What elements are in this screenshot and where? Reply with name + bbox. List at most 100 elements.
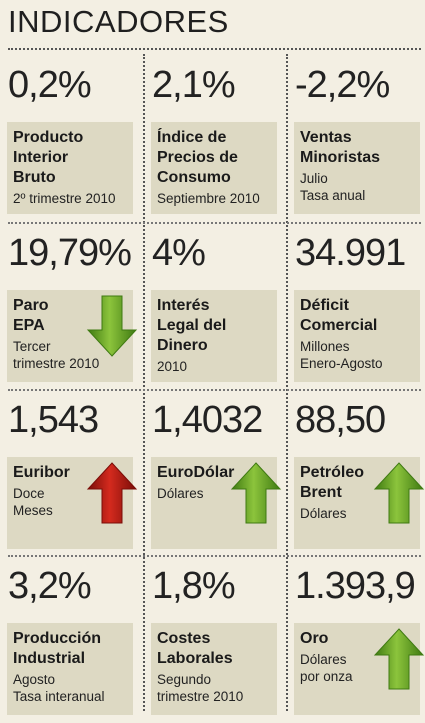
indicator-value: 1,4032 bbox=[152, 399, 263, 441]
indicator-subtitle: Agosto Tasa interanual bbox=[13, 671, 133, 705]
indicator-subtitle: Doce Meses bbox=[13, 485, 133, 519]
arrow-up-icon bbox=[230, 461, 282, 525]
indicator-card: 1,543 Euribor Doce Meses bbox=[2, 391, 142, 557]
arrow-up-icon bbox=[86, 461, 138, 525]
indicator-value: 4% bbox=[152, 232, 206, 274]
indicator-name-line: Legal del bbox=[157, 317, 227, 334]
indicator-name-line: Índice de bbox=[157, 129, 227, 146]
row-divider bbox=[8, 555, 421, 557]
indicator-subtitle-line: Tasa anual bbox=[300, 188, 366, 203]
indicator-subtitle-line: trimestre 2010 bbox=[157, 689, 244, 704]
indicator-value: 34.991 bbox=[295, 232, 406, 274]
page-title: INDICADORES bbox=[8, 4, 229, 39]
indicator-name: Ventas Minoristas bbox=[300, 128, 420, 168]
indicator-name-line: Euribor bbox=[13, 464, 70, 481]
indicator-name: Producto Interior Bruto bbox=[13, 128, 133, 188]
indicator-label-box: Índice de Precios de Consumo Septiembre 201… bbox=[151, 122, 277, 214]
indicator-subtitle-line: Millones bbox=[300, 339, 350, 354]
indicator-subtitle-line: Septiembre 2010 bbox=[157, 191, 260, 206]
indicator-name-line: Industrial bbox=[13, 650, 86, 667]
indicator-value: 3,2% bbox=[8, 565, 92, 607]
indicator-subtitle: 2010 bbox=[157, 358, 277, 375]
indicator-value: 1,8% bbox=[152, 565, 236, 607]
indicator-name-line: Paro bbox=[13, 297, 49, 314]
row-divider bbox=[8, 222, 421, 224]
indicator-name-line: Interior bbox=[13, 149, 69, 166]
indicator-value: 0,2% bbox=[8, 64, 92, 106]
indicator-name-line: Comercial bbox=[300, 317, 378, 334]
indicator-value: -2,2% bbox=[295, 64, 390, 106]
column-divider bbox=[286, 54, 288, 711]
indicator-card: 4% Interés Legal del Dinero 2010 bbox=[146, 224, 286, 390]
indicator-card: -2,2% Ventas Minoristas Julio Tasa anual bbox=[289, 56, 425, 222]
indicator-name: Déficit Comercial bbox=[300, 296, 420, 336]
indicator-card: 2,1% Índice de Precios de Consumo Septiembre… bbox=[146, 56, 286, 222]
indicator-card: 1,8% Costes Laborales Segundo trimestre 2010 bbox=[146, 557, 286, 723]
indicator-card: 3,2% Producción Industrial Agosto Tasa inter… bbox=[2, 557, 142, 723]
indicator-subtitle: Dólares bbox=[300, 505, 420, 522]
indicator-subtitle-line: Enero-Agosto bbox=[300, 356, 383, 371]
indicator-subtitle-line: Tercer bbox=[13, 339, 51, 354]
indicator-name: Euribor bbox=[13, 463, 133, 483]
indicator-subtitle: Septiembre 2010 bbox=[157, 190, 277, 207]
indicator-subtitle: Julio Tasa anual bbox=[300, 170, 420, 204]
indicator-name-line: Dinero bbox=[157, 337, 208, 354]
indicator-subtitle-line: 2010 bbox=[157, 359, 188, 374]
indicator-name-line: Interés bbox=[157, 297, 210, 314]
indicator-subtitle-line: Dólares bbox=[157, 486, 204, 501]
indicator-card: 1.393,9 Oro Dólares por onza bbox=[289, 557, 425, 723]
indicator-subtitle: Tercer trimestre 2010 bbox=[13, 338, 133, 372]
indicator-label-box: Interés Legal del Dinero 2010 bbox=[151, 290, 277, 382]
indicator-value: 88,50 bbox=[295, 399, 386, 441]
indicator-value: 2,1% bbox=[152, 64, 236, 106]
indicator-subtitle-line: Tasa interanual bbox=[13, 689, 105, 704]
indicator-label-box: Producción Industrial Agosto Tasa interanua… bbox=[7, 623, 133, 715]
indicator-subtitle-line: Agosto bbox=[13, 672, 56, 687]
indicator-subtitle-line: trimestre 2010 bbox=[13, 356, 100, 371]
indicator-name-line: Producto bbox=[13, 129, 84, 146]
indicator-subtitle: Dólares bbox=[157, 485, 277, 502]
indicator-value: 1,543 bbox=[8, 399, 99, 441]
indicator-value: 1.393,9 bbox=[295, 565, 416, 607]
indicator-name: Paro EPA bbox=[13, 296, 133, 336]
indicator-name: Índice de Precios de Consumo bbox=[157, 128, 277, 188]
indicator-subtitle-line: Dólares bbox=[300, 652, 347, 667]
indicator-label-box: Costes Laborales Segundo trimestre 2010 bbox=[151, 623, 277, 715]
column-divider bbox=[143, 54, 145, 711]
indicator-card: 34.991 Déficit Comercial Millones Enero-Agos… bbox=[289, 224, 425, 390]
indicator-name-line: Consumo bbox=[157, 169, 231, 186]
indicator-name: Petróleo Brent bbox=[300, 463, 420, 503]
indicator-name-line: Ventas bbox=[300, 129, 352, 146]
indicator-subtitle-line: 2º trimestre 2010 bbox=[13, 191, 116, 206]
indicator-name: Costes Laborales bbox=[157, 629, 277, 669]
indicator-name-line: Precios de bbox=[157, 149, 238, 166]
indicator-name: EuroDólar bbox=[157, 463, 277, 483]
indicator-subtitle: Millones Enero-Agosto bbox=[300, 338, 420, 372]
row-divider bbox=[8, 389, 421, 391]
indicator-subtitle-line: Dólares bbox=[300, 506, 347, 521]
indicator-name-line: EPA bbox=[13, 317, 45, 334]
indicator-subtitle: Segundo trimestre 2010 bbox=[157, 671, 277, 705]
indicator-label-box: Ventas Minoristas Julio Tasa anual bbox=[294, 122, 420, 214]
indicator-name-line: Minoristas bbox=[300, 149, 381, 166]
indicator-name-line: EuroDólar bbox=[157, 464, 235, 481]
indicator-label-box: Déficit Comercial Millones Enero-Agosto bbox=[294, 290, 420, 382]
indicator-name-line: Oro bbox=[300, 630, 329, 647]
indicator-label-box: Producto Interior Bruto 2º trimestre 2010 bbox=[7, 122, 133, 214]
indicator-name-line: Bruto bbox=[13, 169, 56, 186]
indicator-name-line: Costes bbox=[157, 630, 211, 647]
indicator-name: Interés Legal del Dinero bbox=[157, 296, 277, 356]
indicator-name-line: Déficit bbox=[300, 297, 349, 314]
indicator-subtitle-line: por onza bbox=[300, 669, 353, 684]
indicator-card: 0,2% Producto Interior Bruto 2º trimestre 20… bbox=[2, 56, 142, 222]
indicator-card: 19,79% Paro EPA Tercer trimestre 2010 bbox=[2, 224, 142, 390]
indicator-card: 1,4032 EuroDólar Dólares bbox=[146, 391, 286, 557]
indicator-card: 88,50 Petróleo Brent Dólares bbox=[289, 391, 425, 557]
indicator-name-line: Petróleo bbox=[300, 464, 365, 481]
indicator-value: 19,79% bbox=[8, 232, 132, 274]
indicator-name-line: Producción bbox=[13, 630, 102, 647]
indicator-name: Producción Industrial bbox=[13, 629, 133, 669]
indicator-subtitle: Dólares por onza bbox=[300, 651, 420, 685]
indicator-subtitle-line: Meses bbox=[13, 503, 53, 518]
arrow-up-icon bbox=[373, 461, 425, 525]
